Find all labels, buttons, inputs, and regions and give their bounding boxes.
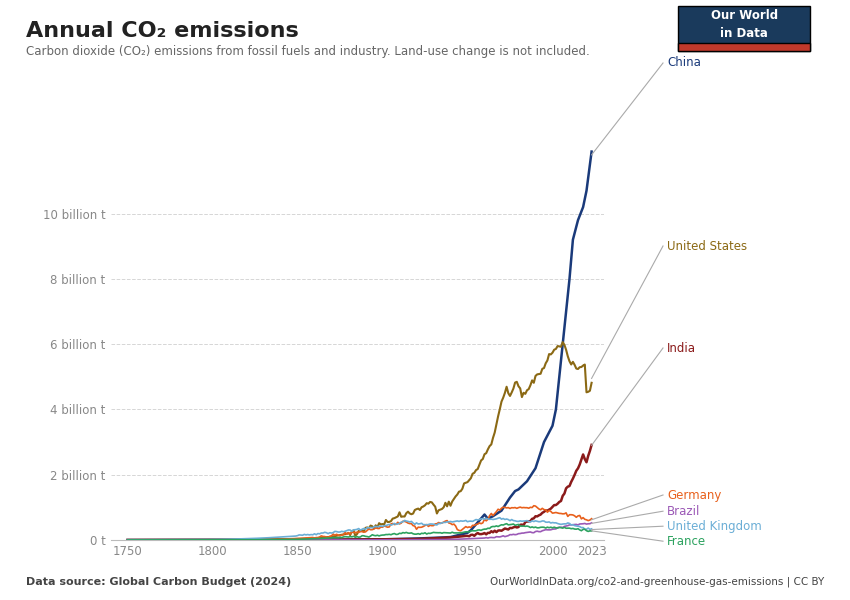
Text: France: France [667,535,706,548]
Text: United Kingdom: United Kingdom [667,520,762,533]
Text: China: China [667,56,701,70]
Text: Germany: Germany [667,488,722,502]
Text: United States: United States [667,239,747,253]
Text: OurWorldInData.org/co2-and-greenhouse-gas-emissions | CC BY: OurWorldInData.org/co2-and-greenhouse-ga… [490,576,824,587]
Text: Data source: Global Carbon Budget (2024): Data source: Global Carbon Budget (2024) [26,577,291,587]
Text: India: India [667,341,696,355]
Text: Annual CO₂ emissions: Annual CO₂ emissions [26,21,298,41]
Text: Brazil: Brazil [667,505,700,518]
Text: Our World
in Data: Our World in Data [711,10,778,40]
Text: Carbon dioxide (CO₂) emissions from fossil fuels and industry. Land-use change i: Carbon dioxide (CO₂) emissions from foss… [26,45,589,58]
